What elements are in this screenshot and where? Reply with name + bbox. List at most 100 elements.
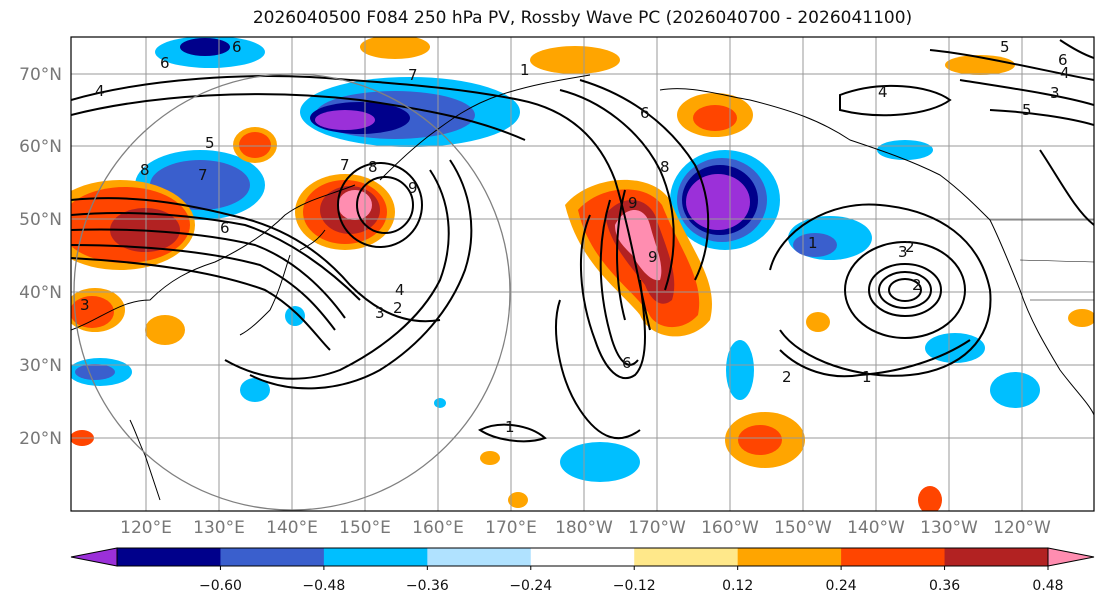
lon-label: 140°E xyxy=(266,518,318,538)
negative-anomaly xyxy=(240,378,270,402)
contour-label: 1 xyxy=(808,234,818,252)
lat-label: 40°N xyxy=(19,283,62,303)
positive-anomaly xyxy=(145,315,185,345)
lat-label: 30°N xyxy=(19,356,62,376)
map-background xyxy=(71,37,1094,511)
colorbar-segment xyxy=(944,548,1049,566)
contour-labels: 4 6 6 7 7 8 8 9 6 3 2 4 5 6 9 9 8 6 7 3 … xyxy=(80,38,1070,436)
contour-label: 5 xyxy=(1000,38,1010,56)
colorbar-segment xyxy=(220,548,325,566)
lon-label: 130°E xyxy=(193,518,245,538)
negative-anomaly xyxy=(75,364,115,380)
contour-label: 6 xyxy=(232,38,242,56)
contour-label: 4 xyxy=(95,82,105,100)
positive-anomaly xyxy=(693,105,737,131)
colorbar-segment xyxy=(634,548,739,566)
lon-label: 150°E xyxy=(339,518,391,538)
contour-label: 5 xyxy=(205,134,215,152)
contour-label: 7 xyxy=(340,156,350,174)
lon-label: 130°W xyxy=(920,518,978,538)
positive-anomaly xyxy=(480,451,500,465)
great-circle-outline xyxy=(73,73,511,511)
lon-label: 160°E xyxy=(412,518,464,538)
lon-label: 120°E xyxy=(120,518,172,538)
contour-label: 7 xyxy=(198,166,208,184)
contour-label: 6 xyxy=(622,354,632,372)
contour-label: 9 xyxy=(408,179,418,197)
contour-label: 2 xyxy=(782,368,792,386)
colorbar-segment xyxy=(427,548,532,566)
positive-anomaly xyxy=(530,46,620,74)
colorbar-tick-label: 0.12 xyxy=(722,578,753,594)
contour-label: 3 xyxy=(1050,84,1060,102)
colorbar xyxy=(70,547,1095,567)
negative-anomaly xyxy=(686,174,750,230)
colorbar-tick-label: −0.36 xyxy=(406,578,449,594)
map-title: 2026040500 F084 250 hPa PV, Rossby Wave … xyxy=(252,8,913,28)
colorbar-extend-max xyxy=(1047,547,1095,567)
negative-anomaly xyxy=(726,340,754,400)
colorbar-tick-label: −0.12 xyxy=(613,578,656,594)
lat-label: 60°N xyxy=(19,137,62,157)
lon-label: 120°W xyxy=(993,518,1051,538)
contour-label: 7 xyxy=(408,66,418,84)
lon-label: 140°W xyxy=(847,518,905,538)
negative-anomaly xyxy=(560,442,640,482)
contour-label: 8 xyxy=(368,158,378,176)
political-borders xyxy=(990,219,1094,301)
lat-label: 50°N xyxy=(19,210,62,230)
contour-label: 1 xyxy=(505,418,515,436)
contour-label: 8 xyxy=(660,158,670,176)
contour-label: 3 xyxy=(80,296,90,314)
lon-label: 170°W xyxy=(628,518,686,538)
positive-anomaly xyxy=(918,486,942,511)
positive-anomaly xyxy=(738,425,782,455)
contour-label: 2 xyxy=(393,299,403,317)
lat-label: 70°N xyxy=(19,65,62,85)
negative-anomaly xyxy=(793,233,837,257)
colorbar-outline xyxy=(116,547,1049,567)
positive-anomaly xyxy=(508,492,528,508)
colorbar-segment xyxy=(530,548,635,566)
colorbar-tick-label: 0.48 xyxy=(1032,578,1063,594)
colorbar-segment xyxy=(737,548,842,566)
colorbar-tick-label: −0.24 xyxy=(509,578,552,594)
contour-label: 1 xyxy=(862,368,872,386)
contour-label: 1 xyxy=(520,61,530,79)
contour-label: 3 xyxy=(898,243,908,261)
contour-label: 6 xyxy=(1058,51,1068,69)
contour-label: 6 xyxy=(220,219,230,237)
contour-label: 4 xyxy=(1060,64,1070,82)
colorbar-tick-label: −0.60 xyxy=(199,578,242,594)
contour-label: 4 xyxy=(395,281,405,299)
colorbar-tick-label: 0.36 xyxy=(929,578,960,594)
contour-label: 2 xyxy=(905,238,915,256)
colorbar-segment xyxy=(117,548,221,566)
pv-contours xyxy=(71,39,1094,443)
negative-anomaly xyxy=(315,110,375,130)
positive-anomaly xyxy=(360,37,430,59)
colorbar-tick-label: 0.24 xyxy=(826,578,857,594)
latitude-labels: 70°N 60°N 50°N 40°N 30°N 20°N xyxy=(19,65,62,449)
contour-label: 6 xyxy=(640,104,650,122)
negative-anomaly xyxy=(434,398,446,408)
negative-anomaly xyxy=(877,140,933,160)
positive-anomaly xyxy=(1068,309,1094,327)
positive-anomaly xyxy=(71,296,114,328)
colorbar-tick-labels: −0.60 −0.48 −0.36 −0.24 −0.12 0.12 0.24 0.36 0.4… xyxy=(199,566,1064,594)
negative-anomaly xyxy=(285,306,305,326)
colorbar-tick-label: −0.48 xyxy=(302,578,345,594)
lon-label: 170°E xyxy=(485,518,537,538)
contour-label: 6 xyxy=(160,54,170,72)
coastlines xyxy=(71,74,1094,501)
colorbar-extend-min xyxy=(70,547,118,567)
positive-anomaly xyxy=(338,190,372,220)
negative-anomaly xyxy=(180,38,230,56)
longitude-labels: 120°E 130°E 140°E 150°E 160°E 170°E 180°… xyxy=(120,518,1051,538)
contour-label: 9 xyxy=(628,194,638,212)
contour-label: 8 xyxy=(140,161,150,179)
lat-label: 20°N xyxy=(19,429,62,449)
lon-label: 160°W xyxy=(701,518,759,538)
positive-anomaly xyxy=(806,312,830,332)
